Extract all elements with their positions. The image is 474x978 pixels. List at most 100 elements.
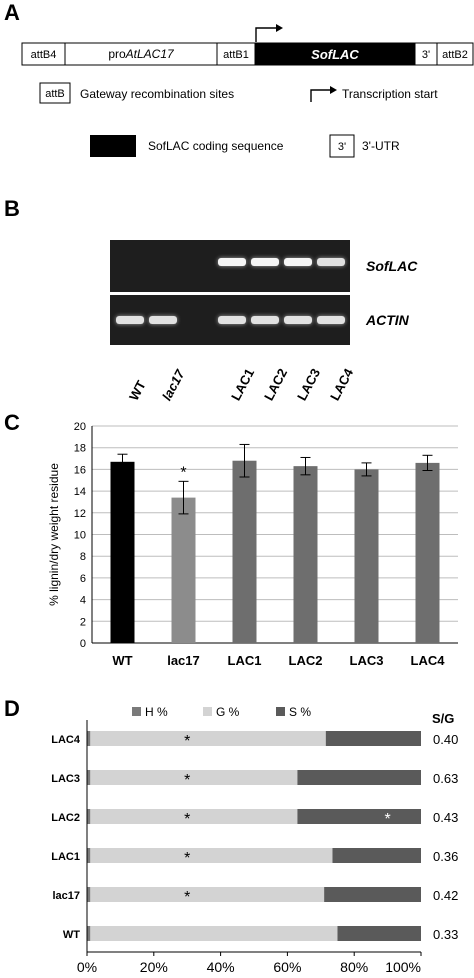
legend-label: S %	[289, 705, 311, 719]
significance-marker: *	[180, 464, 186, 481]
y-tick-label: 18	[74, 443, 86, 455]
segment-attb2	[436, 42, 474, 66]
legend-swatch	[132, 707, 141, 716]
g-significance-marker: *	[184, 733, 190, 750]
gel-band	[284, 258, 312, 266]
g-significance-marker: *	[184, 772, 190, 789]
legend-label: G %	[216, 705, 240, 719]
sg-ratio-value: 0.43	[433, 810, 458, 825]
stacked-segment	[87, 926, 91, 941]
stacked-segment	[90, 809, 298, 824]
error-bar	[239, 443, 250, 478]
stacked-segment	[87, 887, 91, 902]
error-bar	[300, 456, 311, 476]
gel-band	[218, 258, 246, 266]
gene-label-soflac: SofLAC	[366, 258, 418, 274]
gene-label-actin: ACTIN	[366, 312, 409, 328]
gel-soflac	[110, 240, 350, 292]
sg-ratio-value: 0.36	[433, 849, 458, 864]
g-significance-marker: *	[184, 850, 190, 867]
stacked-segment	[87, 731, 91, 746]
x-tick-label: 0%	[77, 959, 97, 975]
gel-band	[317, 316, 345, 324]
gel-band	[251, 316, 279, 324]
g-significance-marker: *	[184, 889, 190, 906]
lane-label: LAC1	[228, 366, 258, 404]
stacked-segment	[87, 809, 91, 824]
legend-transcription-text: Transcription start	[342, 87, 438, 101]
y-tick-label: 16	[74, 464, 86, 476]
lignin-bar-chart: 0 2 4 6 8 10 12 14 16 18 20 % lignin/dry weight res…	[47, 421, 458, 668]
stacked-segment	[90, 848, 333, 863]
lane-label: WT	[126, 378, 149, 404]
lane-label: LAC4	[327, 366, 357, 404]
y-tick-label: 12	[74, 508, 86, 520]
sg-ratio-value: 0.33	[433, 927, 458, 942]
stacked-segment	[324, 887, 421, 902]
bar	[232, 460, 257, 643]
lane-label: LAC2	[261, 366, 291, 404]
legend-coding-text: SofLAC coding sequence	[148, 139, 284, 153]
stacked-segment	[90, 887, 325, 902]
legend-swatch	[203, 707, 212, 716]
bar	[171, 497, 196, 643]
y-tick-label: 6	[80, 573, 86, 585]
stacked-segment	[90, 731, 326, 746]
bar	[293, 466, 318, 643]
x-tick-label: lac17	[167, 653, 200, 668]
legend-transcription-arrow-icon	[310, 86, 337, 102]
sg-ratio-header: S/G	[432, 711, 454, 726]
panel-a-letter: A	[4, 0, 20, 25]
segment-promoter-label: proAtLAC17	[108, 47, 175, 61]
x-tick-label: LAC4	[411, 653, 446, 668]
x-tick-label: 40%	[207, 959, 235, 975]
segment-attb4-label: attB4	[31, 49, 57, 61]
stacked-segment	[90, 926, 338, 941]
stacked-segment	[297, 770, 421, 785]
sg-ratio-value: 0.63	[433, 771, 458, 786]
s-significance-marker: *	[384, 811, 390, 828]
error-bar	[117, 453, 128, 470]
y-tick-label: 20	[74, 421, 86, 433]
x-tick-label: LAC3	[350, 653, 384, 668]
error-bar	[422, 454, 433, 471]
panel-b-letter: B	[4, 196, 20, 221]
construct-diagram: attB4 proAtLAC17 attB1 SofLAC 3' attB2 a…	[21, 24, 474, 158]
bar	[415, 462, 440, 643]
transcription-start-arrow-icon	[255, 24, 283, 42]
legend-attb-box	[39, 82, 71, 104]
segment-utr-label: 3'	[422, 49, 430, 61]
segment-soflac-label: SofLAC	[311, 47, 359, 62]
legend-coding-box	[90, 135, 136, 157]
lane-label: lac17	[159, 367, 188, 404]
stacked-segment	[90, 770, 298, 785]
error-bar	[361, 462, 372, 477]
gel-band	[317, 258, 345, 266]
sg-stacked-bar-chart: H % G % S % S/G LAC4 * 0.40 LAC3 * 0.63 LAC2 * * 0.43…	[51, 705, 458, 975]
legend-swatch	[276, 707, 285, 716]
legend-utr-text: 3'-UTR	[362, 139, 400, 153]
lane-label: LAC3	[294, 366, 324, 404]
stacked-segment	[297, 809, 421, 824]
y-tick-label: 10	[74, 530, 86, 542]
gel-band	[149, 316, 177, 324]
stacked-segment	[87, 848, 91, 863]
segment-attb2-label: attB2	[442, 49, 468, 61]
y-tick-label: lac17	[52, 890, 80, 902]
stacked-segment	[87, 770, 91, 785]
x-tick-label: 20%	[140, 959, 168, 975]
error-bar	[178, 480, 189, 515]
x-tick-label: LAC2	[289, 653, 323, 668]
y-tick-label: 4	[80, 595, 86, 607]
legend-utr-box-label: 3'	[338, 141, 346, 153]
panel-d-letter: D	[4, 696, 20, 721]
x-tick-label: WT	[112, 653, 132, 668]
y-tick-label: 2	[80, 616, 86, 628]
g-significance-marker: *	[184, 811, 190, 828]
y-tick-label: 14	[74, 486, 86, 498]
legend-attb-text: Gateway recombination sites	[80, 87, 234, 101]
legend-utr-box	[329, 134, 355, 158]
segment-attb1-label: attB1	[223, 49, 249, 61]
y-tick-label: 8	[80, 551, 86, 563]
y-tick-label: LAC4	[51, 734, 81, 746]
